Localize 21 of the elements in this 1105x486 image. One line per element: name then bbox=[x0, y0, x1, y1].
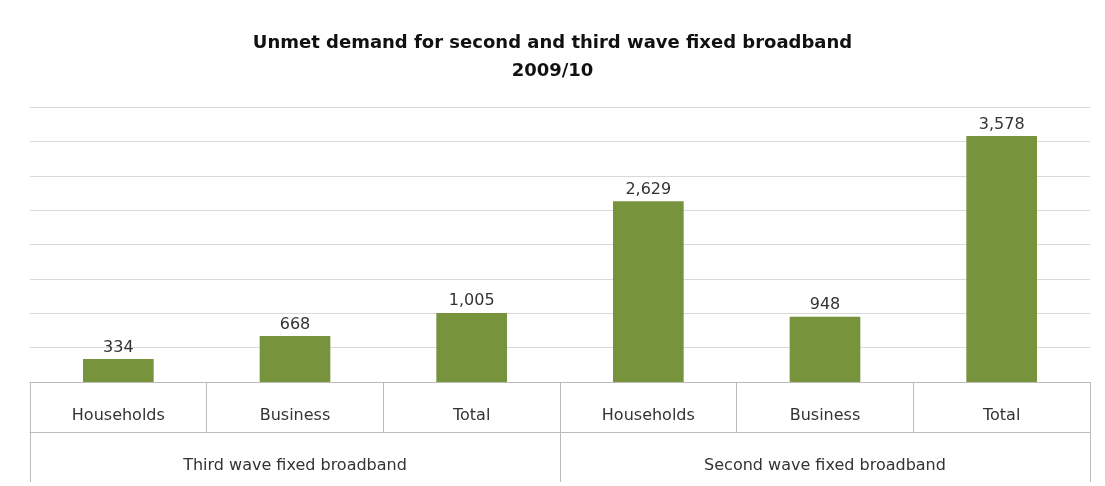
data-label: 3,578 bbox=[978, 113, 1025, 133]
bar bbox=[789, 316, 861, 382]
bar bbox=[259, 336, 331, 382]
x-tick-label: Households bbox=[71, 404, 165, 424]
data-label: 668 bbox=[279, 313, 311, 333]
chart-title: Unmet demand for second and third wave fixed broadband 2009/10 bbox=[252, 30, 853, 80]
x-tick-label: Households bbox=[601, 404, 695, 424]
text: Second wave fixed broadband bbox=[704, 454, 946, 474]
data-label: 2,629 bbox=[625, 178, 672, 198]
x-tick-label: Total bbox=[981, 404, 1021, 424]
x-tick-label: Business bbox=[789, 404, 861, 424]
x-tick-label: Total bbox=[451, 404, 491, 424]
data-label: 948 bbox=[809, 294, 841, 314]
bar bbox=[966, 136, 1037, 382]
bar bbox=[613, 201, 684, 382]
data-label: 334 bbox=[103, 336, 134, 356]
text: Third wave fixed broadband bbox=[182, 454, 407, 474]
bar bbox=[83, 359, 154, 382]
x-tick-label: Business bbox=[259, 404, 331, 424]
bar bbox=[436, 312, 507, 382]
data-label: 1,005 bbox=[448, 290, 495, 310]
